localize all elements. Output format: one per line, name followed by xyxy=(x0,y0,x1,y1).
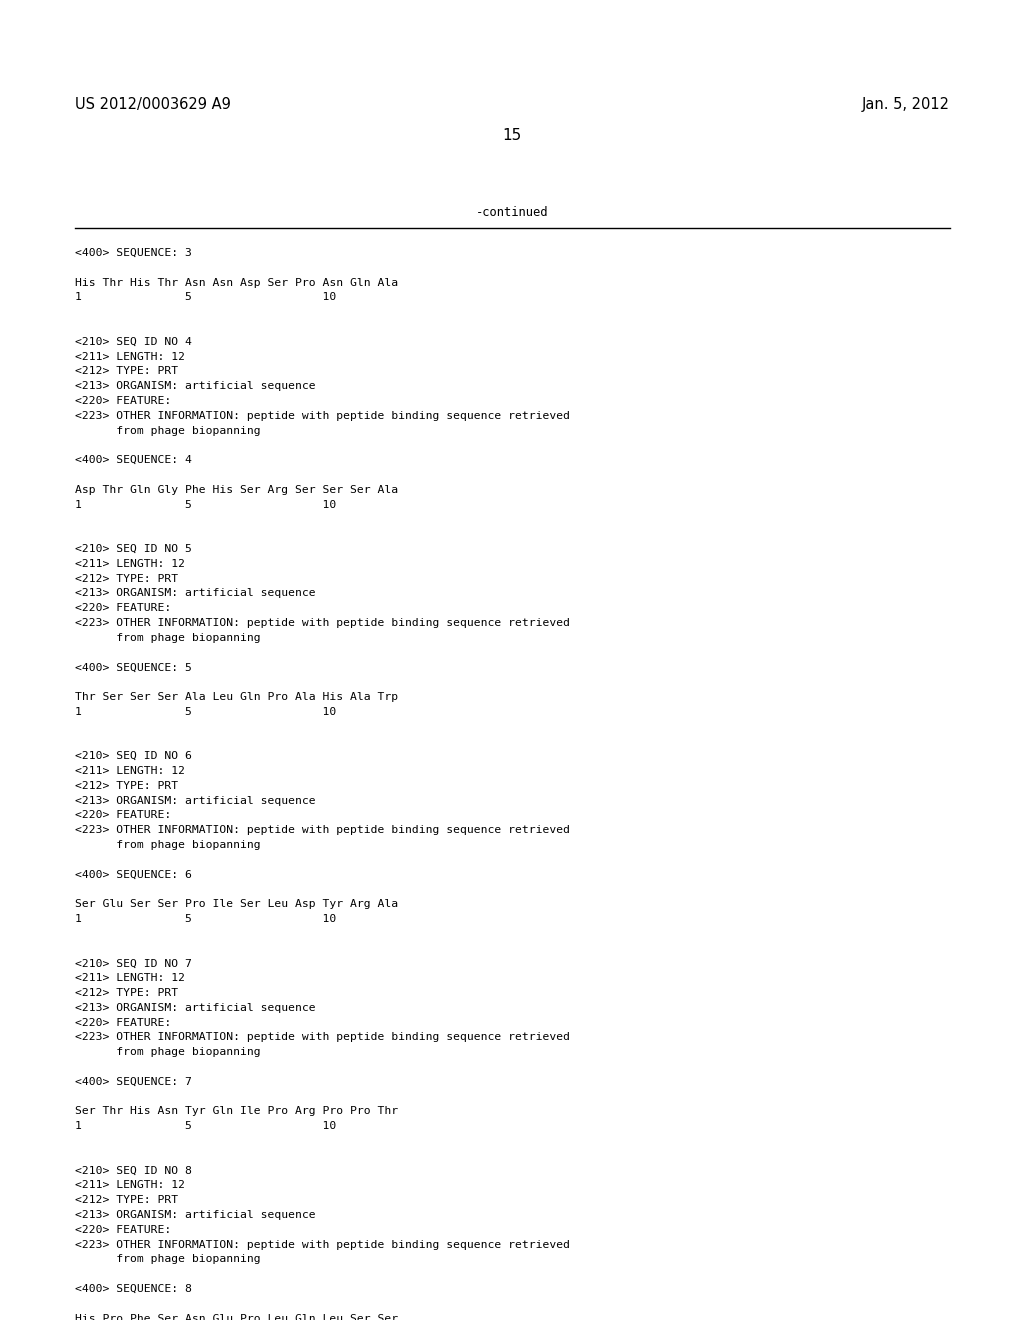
Text: 1               5                   10: 1 5 10 xyxy=(75,293,336,302)
Text: <213> ORGANISM: artificial sequence: <213> ORGANISM: artificial sequence xyxy=(75,1003,315,1012)
Text: <210> SEQ ID NO 8: <210> SEQ ID NO 8 xyxy=(75,1166,191,1176)
Text: <213> ORGANISM: artificial sequence: <213> ORGANISM: artificial sequence xyxy=(75,589,315,598)
Text: <210> SEQ ID NO 5: <210> SEQ ID NO 5 xyxy=(75,544,191,554)
Text: <400> SEQUENCE: 5: <400> SEQUENCE: 5 xyxy=(75,663,191,672)
Text: 1               5                   10: 1 5 10 xyxy=(75,499,336,510)
Text: <210> SEQ ID NO 7: <210> SEQ ID NO 7 xyxy=(75,958,191,969)
Text: <400> SEQUENCE: 3: <400> SEQUENCE: 3 xyxy=(75,248,191,257)
Text: <223> OTHER INFORMATION: peptide with peptide binding sequence retrieved: <223> OTHER INFORMATION: peptide with pe… xyxy=(75,411,570,421)
Text: from phage biopanning: from phage biopanning xyxy=(75,1047,261,1057)
Text: Ser Glu Ser Ser Pro Ile Ser Leu Asp Tyr Arg Ala: Ser Glu Ser Ser Pro Ile Ser Leu Asp Tyr … xyxy=(75,899,398,909)
Text: <212> TYPE: PRT: <212> TYPE: PRT xyxy=(75,987,178,998)
Text: <212> TYPE: PRT: <212> TYPE: PRT xyxy=(75,367,178,376)
Text: Thr Ser Ser Ser Ala Leu Gln Pro Ala His Ala Trp: Thr Ser Ser Ser Ala Leu Gln Pro Ala His … xyxy=(75,692,398,702)
Text: <220> FEATURE:: <220> FEATURE: xyxy=(75,1225,171,1234)
Text: 1               5                   10: 1 5 10 xyxy=(75,1121,336,1131)
Text: <400> SEQUENCE: 4: <400> SEQUENCE: 4 xyxy=(75,455,191,465)
Text: <220> FEATURE:: <220> FEATURE: xyxy=(75,603,171,614)
Text: <212> TYPE: PRT: <212> TYPE: PRT xyxy=(75,574,178,583)
Text: 1               5                   10: 1 5 10 xyxy=(75,706,336,717)
Text: from phage biopanning: from phage biopanning xyxy=(75,1254,261,1265)
Text: <212> TYPE: PRT: <212> TYPE: PRT xyxy=(75,1195,178,1205)
Text: <213> ORGANISM: artificial sequence: <213> ORGANISM: artificial sequence xyxy=(75,1210,315,1220)
Text: Asp Thr Gln Gly Phe His Ser Arg Ser Ser Ser Ala: Asp Thr Gln Gly Phe His Ser Arg Ser Ser … xyxy=(75,484,398,495)
Text: -continued: -continued xyxy=(476,206,548,219)
Text: <400> SEQUENCE: 8: <400> SEQUENCE: 8 xyxy=(75,1284,191,1294)
Text: <211> LENGTH: 12: <211> LENGTH: 12 xyxy=(75,558,185,569)
Text: from phage biopanning: from phage biopanning xyxy=(75,425,261,436)
Text: Jan. 5, 2012: Jan. 5, 2012 xyxy=(862,98,950,112)
Text: <211> LENGTH: 12: <211> LENGTH: 12 xyxy=(75,1180,185,1191)
Text: <220> FEATURE:: <220> FEATURE: xyxy=(75,1018,171,1027)
Text: <212> TYPE: PRT: <212> TYPE: PRT xyxy=(75,781,178,791)
Text: <220> FEATURE:: <220> FEATURE: xyxy=(75,396,171,407)
Text: <211> LENGTH: 12: <211> LENGTH: 12 xyxy=(75,973,185,983)
Text: <223> OTHER INFORMATION: peptide with peptide binding sequence retrieved: <223> OTHER INFORMATION: peptide with pe… xyxy=(75,1032,570,1043)
Text: <213> ORGANISM: artificial sequence: <213> ORGANISM: artificial sequence xyxy=(75,796,315,805)
Text: His Pro Phe Ser Asn Glu Pro Leu Gln Leu Ser Ser: His Pro Phe Ser Asn Glu Pro Leu Gln Leu … xyxy=(75,1313,398,1320)
Text: Ser Thr His Asn Tyr Gln Ile Pro Arg Pro Pro Thr: Ser Thr His Asn Tyr Gln Ile Pro Arg Pro … xyxy=(75,1106,398,1117)
Text: 1               5                   10: 1 5 10 xyxy=(75,913,336,924)
Text: His Thr His Thr Asn Asn Asp Ser Pro Asn Gln Ala: His Thr His Thr Asn Asn Asp Ser Pro Asn … xyxy=(75,277,398,288)
Text: <400> SEQUENCE: 6: <400> SEQUENCE: 6 xyxy=(75,870,191,879)
Text: US 2012/0003629 A9: US 2012/0003629 A9 xyxy=(75,98,230,112)
Text: 15: 15 xyxy=(503,128,521,143)
Text: <223> OTHER INFORMATION: peptide with peptide binding sequence retrieved: <223> OTHER INFORMATION: peptide with pe… xyxy=(75,618,570,628)
Text: <210> SEQ ID NO 4: <210> SEQ ID NO 4 xyxy=(75,337,191,347)
Text: <213> ORGANISM: artificial sequence: <213> ORGANISM: artificial sequence xyxy=(75,381,315,391)
Text: <211> LENGTH: 12: <211> LENGTH: 12 xyxy=(75,351,185,362)
Text: from phage biopanning: from phage biopanning xyxy=(75,632,261,643)
Text: <400> SEQUENCE: 7: <400> SEQUENCE: 7 xyxy=(75,1077,191,1086)
Text: <223> OTHER INFORMATION: peptide with peptide binding sequence retrieved: <223> OTHER INFORMATION: peptide with pe… xyxy=(75,825,570,836)
Text: <220> FEATURE:: <220> FEATURE: xyxy=(75,810,171,821)
Text: from phage biopanning: from phage biopanning xyxy=(75,840,261,850)
Text: <210> SEQ ID NO 6: <210> SEQ ID NO 6 xyxy=(75,751,191,762)
Text: <211> LENGTH: 12: <211> LENGTH: 12 xyxy=(75,766,185,776)
Text: <223> OTHER INFORMATION: peptide with peptide binding sequence retrieved: <223> OTHER INFORMATION: peptide with pe… xyxy=(75,1239,570,1250)
